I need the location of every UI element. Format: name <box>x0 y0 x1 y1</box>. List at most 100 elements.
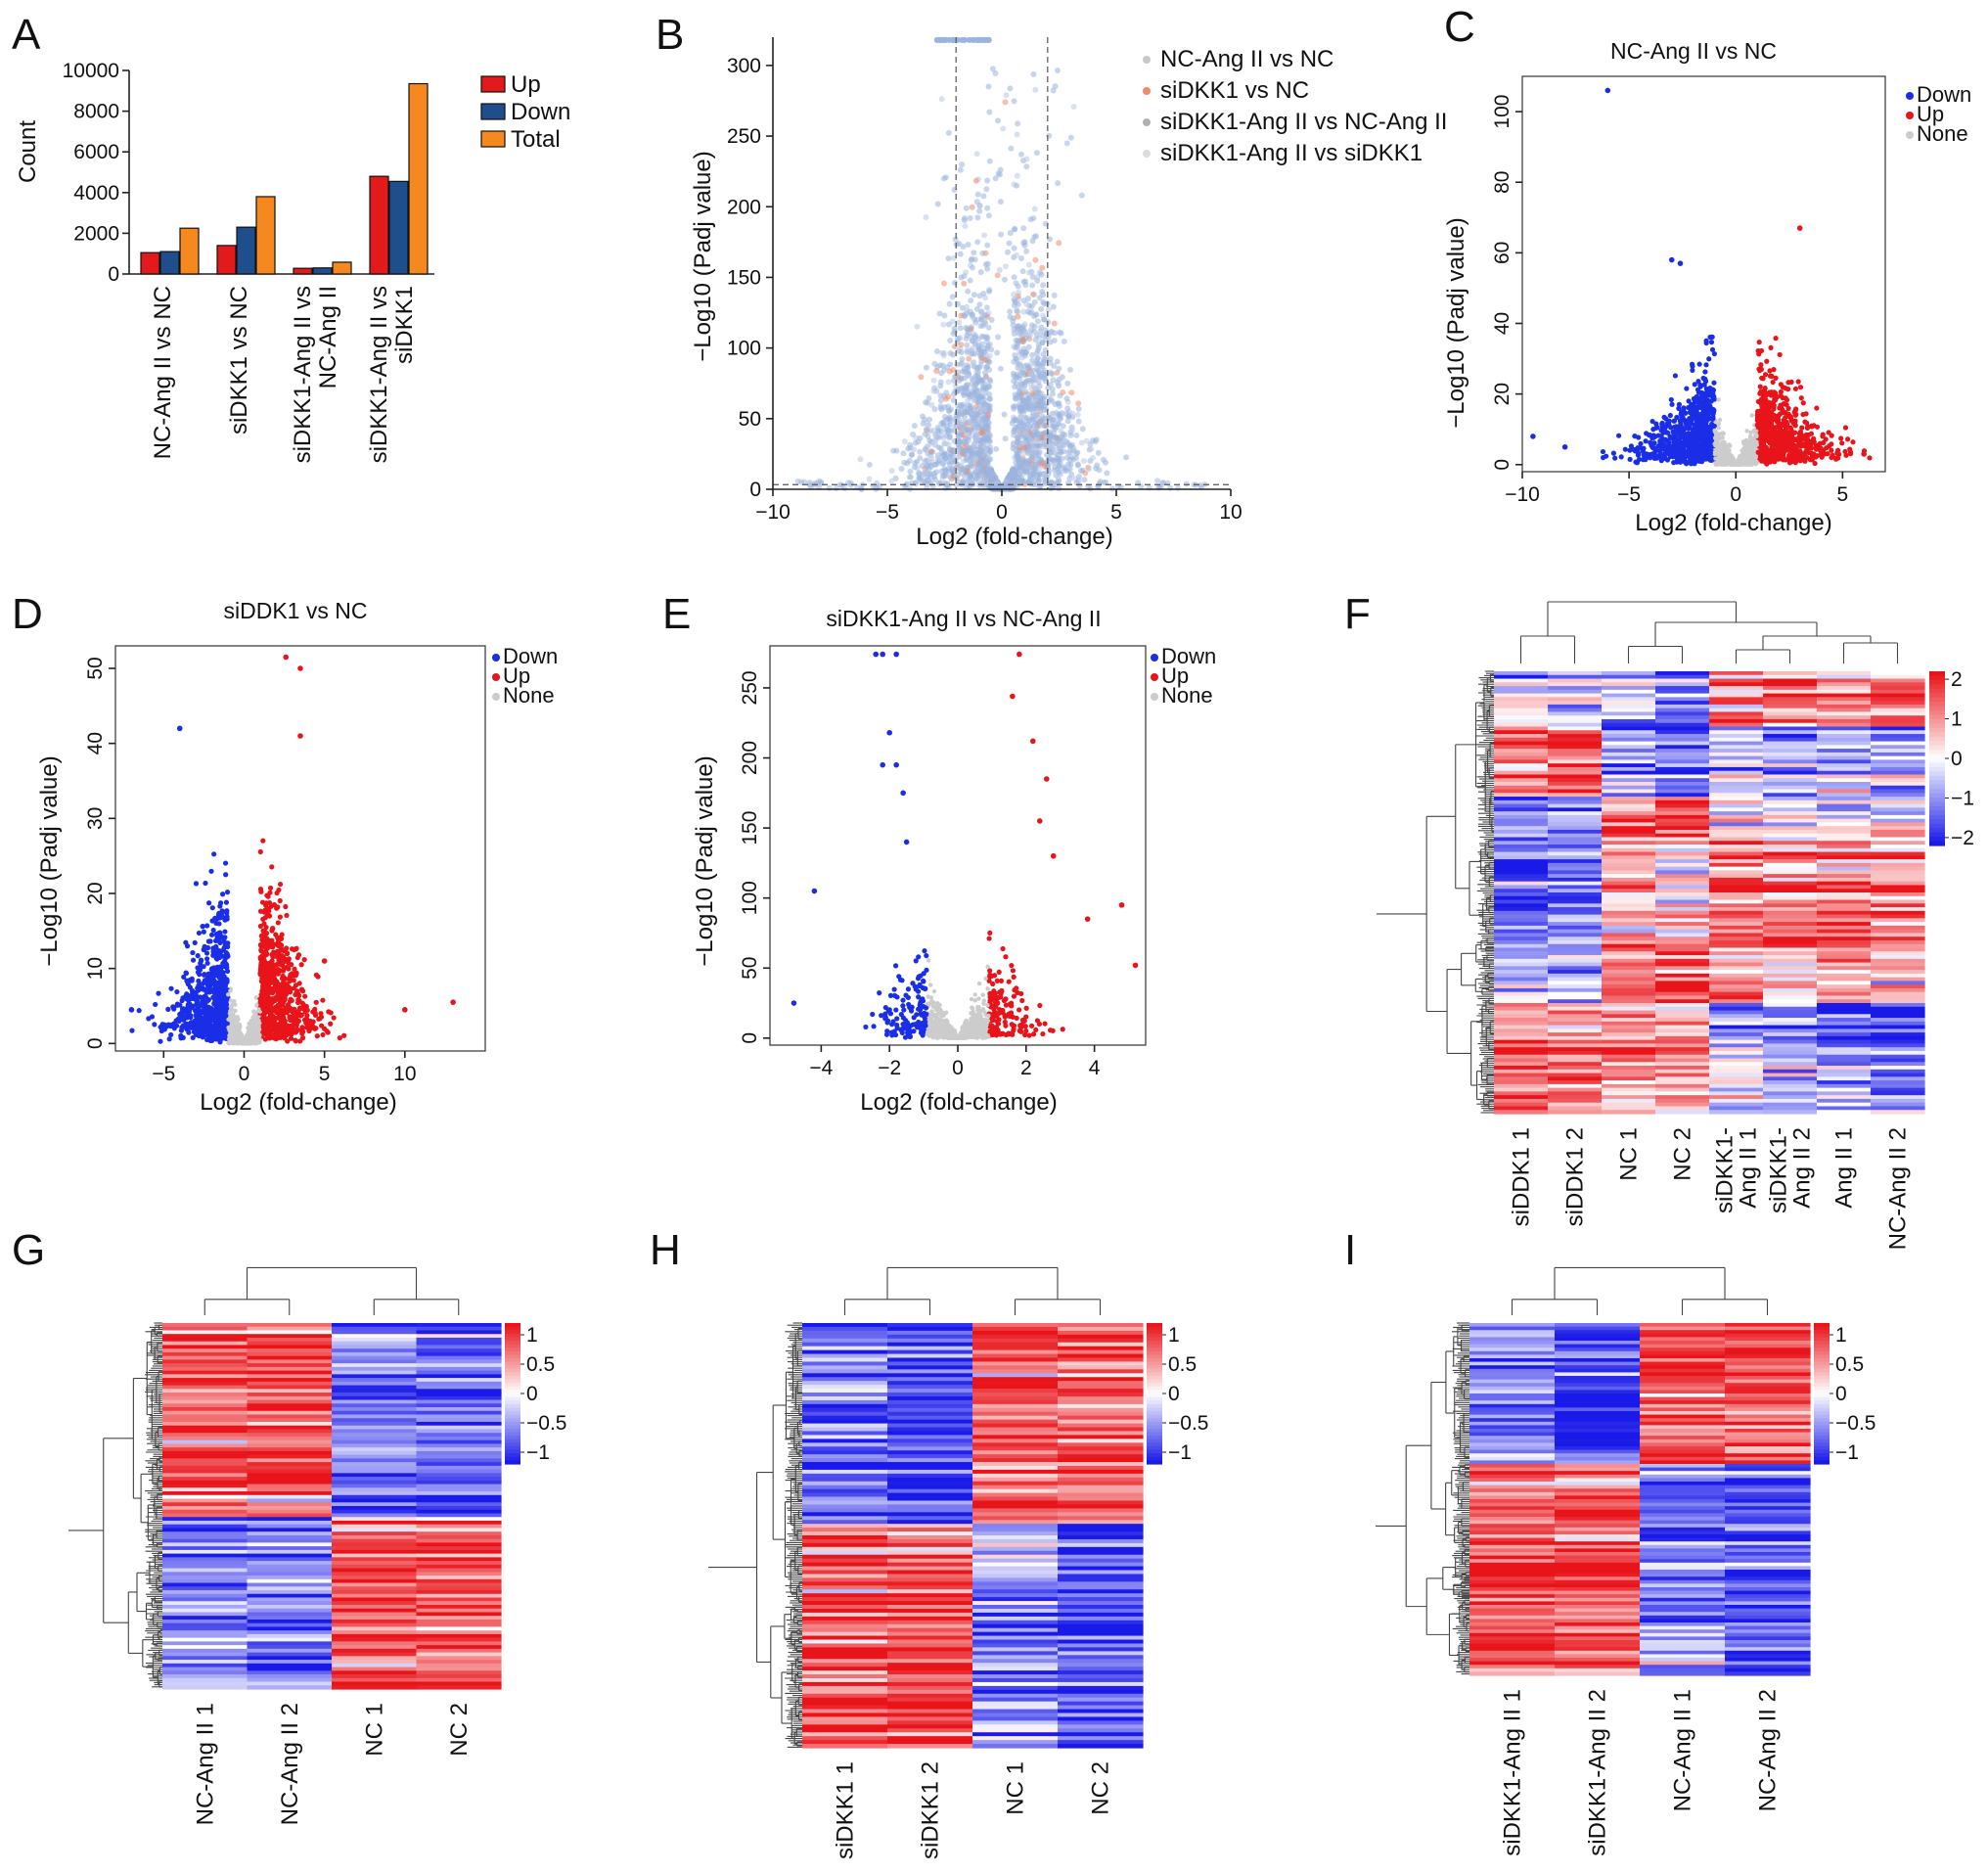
volcano-point-down <box>1634 460 1641 466</box>
b-point <box>976 301 983 308</box>
b-point <box>958 360 965 367</box>
volcano-point-none <box>1716 444 1721 449</box>
b-point <box>950 254 957 261</box>
volcano-point-up <box>1820 434 1826 439</box>
volcano-point-down <box>1661 454 1667 460</box>
b-point <box>936 480 943 487</box>
a-y-tick-label: 4000 <box>73 182 119 205</box>
b-point <box>969 414 975 421</box>
b-point <box>912 480 919 487</box>
volcano-point-down <box>1692 382 1697 388</box>
b-point <box>1014 251 1020 258</box>
b-point <box>961 467 968 474</box>
b-point <box>857 456 864 463</box>
volcano-point-down <box>1683 410 1689 416</box>
volcano-point-up <box>1818 448 1824 454</box>
b-point <box>942 472 949 479</box>
a-y-tick-label: 8000 <box>73 101 119 123</box>
b-point <box>922 446 928 453</box>
b-point <box>979 250 986 256</box>
b-point <box>983 304 990 311</box>
volcano-point-none <box>1718 451 1724 456</box>
volcano-point-down <box>1702 369 1708 375</box>
b-point <box>976 207 983 214</box>
b-point <box>1048 328 1055 335</box>
b-y-axis-label: −Log10 (Padj value) <box>690 151 716 361</box>
b-point <box>974 434 981 441</box>
b-point <box>992 175 999 182</box>
volcano-point-none <box>1712 441 1717 446</box>
b-point <box>1041 463 1048 470</box>
b-point <box>930 388 937 394</box>
b-point <box>980 334 987 341</box>
volcano-point-down <box>1702 436 1708 443</box>
volcano-point-up <box>1825 451 1830 457</box>
b-point <box>1008 475 1015 481</box>
b-point <box>988 317 995 324</box>
b-x-tick-label: 5 <box>1110 501 1122 524</box>
b-point <box>1031 323 1038 330</box>
b-point <box>1015 323 1021 330</box>
b-point <box>1017 469 1023 476</box>
a-bar-down <box>159 251 180 275</box>
b-point <box>985 288 992 295</box>
b-point <box>910 431 917 437</box>
b-point <box>911 423 918 430</box>
b-point <box>1032 311 1039 318</box>
a-category-label: siDKK1 <box>391 286 418 364</box>
b-point <box>1009 420 1016 427</box>
a-bar-up <box>293 267 313 275</box>
b-point <box>1058 434 1064 440</box>
b-point <box>911 464 918 471</box>
volcano-point-down <box>1627 456 1633 463</box>
b-point <box>982 369 989 376</box>
volcano-point-up <box>1757 384 1763 389</box>
volcano-point-down <box>1616 433 1622 438</box>
b-legend-marker <box>1143 87 1151 95</box>
b-point <box>996 266 1003 273</box>
b-point <box>925 462 931 469</box>
b-point <box>1010 445 1017 452</box>
volcano-point-down <box>1601 455 1606 461</box>
b-point <box>1064 418 1071 425</box>
b-point <box>969 450 975 457</box>
volcano-point-down <box>1672 373 1679 379</box>
volcano-point-none <box>1749 413 1754 418</box>
b-point <box>952 423 959 430</box>
b-point <box>969 376 975 383</box>
b-point <box>1030 464 1037 471</box>
b-point <box>996 171 1003 178</box>
volcano-point-up <box>1835 447 1841 453</box>
volcano-point-down <box>1666 446 1673 452</box>
b-point <box>928 455 935 462</box>
b-point <box>1075 405 1082 412</box>
volcano-point-down <box>1687 435 1693 441</box>
volcano-point-up <box>1850 439 1856 445</box>
b-point <box>1054 358 1061 365</box>
b-point <box>874 480 881 486</box>
b-point <box>946 407 953 414</box>
volcano-point-up <box>1755 449 1761 455</box>
panel-label-g: G <box>12 1226 45 1274</box>
b-point <box>1037 328 1044 335</box>
b-point <box>961 392 968 399</box>
b-point <box>933 367 940 374</box>
b-point <box>1036 449 1043 456</box>
b-legend-marker <box>1143 56 1151 64</box>
b-point <box>977 269 984 276</box>
b-point <box>986 109 993 115</box>
b-y-tick-label: 100 <box>727 338 761 360</box>
b-point <box>937 392 944 399</box>
b-point <box>978 468 985 475</box>
b-point <box>1050 390 1057 397</box>
b-point <box>1154 478 1161 484</box>
a-category-label: siDKK1 vs NC <box>226 286 252 434</box>
volcano-point-up <box>1783 395 1788 401</box>
b-x-tick-label: −10 <box>755 501 791 524</box>
a-legend-swatch <box>480 130 506 148</box>
volcano-point-down <box>1682 442 1688 448</box>
volcano-point-down <box>1693 433 1698 438</box>
b-point <box>1034 277 1041 284</box>
volcano-point-down <box>1651 452 1657 458</box>
b-point <box>967 348 973 355</box>
